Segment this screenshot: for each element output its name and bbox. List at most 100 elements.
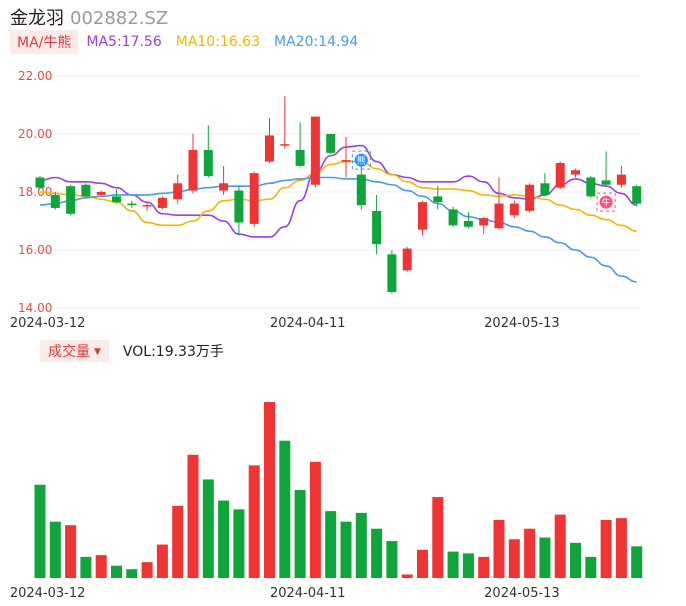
volume-bars: [34, 402, 643, 578]
candle-down: [203, 125, 213, 178]
candle-body: [66, 186, 76, 214]
volume-bar-down: [340, 521, 352, 578]
signal-dot: [354, 153, 368, 167]
candle-body: [112, 196, 121, 203]
volume-bar-up: [493, 519, 505, 578]
candle-body: [234, 190, 244, 223]
candle-body: [555, 163, 565, 188]
candle-body: [418, 202, 427, 230]
bear-signal-marker: 熊: [351, 150, 371, 170]
candle-up: [418, 200, 427, 236]
volume-bar-down: [371, 528, 383, 578]
volume-bar-down: [386, 541, 398, 578]
ma-legend: MA/牛熊 MA5:17.56 MA10:16.63 MA20:14.94: [10, 30, 372, 54]
signal-frame: [351, 150, 371, 170]
volume-bar-down: [111, 565, 122, 578]
x-tick-label: 2024-03-12: [10, 586, 86, 601]
candle-body: [249, 173, 259, 224]
candle-body: [142, 205, 152, 207]
bull-signal-marker: 牛: [596, 192, 616, 212]
candle-up: [265, 118, 274, 163]
caret-down-icon: ▼: [94, 347, 101, 357]
volume-bar-down: [294, 490, 306, 578]
volume-bar-up: [615, 518, 627, 578]
candle-down: [601, 151, 611, 187]
volume-bar-up: [172, 505, 184, 578]
volume-bar-up: [65, 525, 77, 578]
signals: 熊牛: [351, 150, 616, 212]
candle-up: [494, 177, 504, 230]
volume-bar-down: [202, 479, 214, 578]
candle-body: [127, 203, 137, 206]
volume-bar-up: [95, 555, 107, 578]
volume-bar-down: [462, 553, 474, 578]
ma10-label: MA10:16.63: [175, 34, 261, 50]
volume-bar-up: [264, 402, 275, 578]
candle-up: [142, 202, 152, 211]
candle-body: [219, 183, 229, 191]
candle-up: [96, 190, 106, 197]
x-tick-label: 2024-04-11: [270, 316, 346, 331]
ma20-line: [39, 176, 637, 283]
candle-body: [433, 196, 443, 203]
candle-body: [157, 197, 167, 208]
candles: [35, 96, 642, 294]
volume-bar-down: [233, 509, 245, 578]
signal-frame: [596, 192, 616, 212]
candle-body: [280, 144, 290, 146]
x-tick-label: 2024-05-13: [484, 316, 560, 331]
candle-body: [448, 209, 458, 226]
volume-bar-down: [631, 546, 643, 578]
signal-dot: [599, 195, 613, 209]
volume-toggle-button[interactable]: 成交量 ▼: [40, 340, 109, 362]
candle-down: [586, 176, 596, 198]
volume-toggle-label: 成交量: [48, 344, 90, 360]
candle-body: [295, 149, 305, 166]
volume-bar-down: [447, 551, 459, 578]
candle-up: [280, 96, 290, 149]
candle-body: [601, 180, 611, 185]
candle-up: [571, 168, 580, 178]
candle-body: [387, 254, 397, 293]
candle-body: [50, 194, 60, 208]
ma-toggle-button[interactable]: MA/牛熊: [10, 30, 79, 54]
candle-up: [555, 161, 565, 190]
ma5-label: MA5:17.56: [86, 34, 162, 50]
candle-up: [402, 247, 412, 272]
candle-body: [463, 221, 473, 227]
volume-bar-down: [539, 537, 551, 578]
volume-bar-up: [401, 574, 413, 578]
y-tick-label: 14.00: [18, 301, 52, 315]
volume-bar-down: [218, 500, 230, 578]
candle-up: [616, 165, 626, 188]
volume-bar-down: [80, 556, 92, 578]
candle-down: [433, 186, 443, 210]
ma20-label: MA20:14.94: [274, 34, 359, 50]
volume-bar-down: [325, 511, 337, 578]
ma10-line: [39, 160, 637, 232]
volume-x-axis: 2024-03-12 2024-04-11 2024-05-13: [10, 586, 560, 601]
candle-body: [540, 183, 550, 195]
candle-up: [219, 165, 229, 195]
candle-body: [188, 149, 198, 191]
stock-name: 金龙羽: [10, 8, 64, 29]
candle-up: [509, 200, 519, 219]
candle-body: [203, 149, 213, 177]
stock-title: 金龙羽 002882.SZ: [10, 4, 168, 30]
candle-down: [112, 189, 121, 204]
candle-body: [35, 177, 45, 188]
candle-down: [540, 173, 550, 197]
candle-down: [632, 184, 642, 207]
y-tick-label: 16.00: [18, 243, 52, 257]
candle-down: [372, 194, 382, 255]
volume-bar-down: [355, 512, 367, 578]
volume-bar-up: [508, 539, 520, 578]
signal-label: 熊: [357, 155, 366, 167]
candle-body: [525, 184, 535, 211]
volume-bar-down: [126, 569, 138, 578]
candle-body: [341, 160, 351, 162]
volume-value: VOL:19.33万手: [122, 344, 224, 360]
volume-bar-up: [600, 519, 612, 578]
candle-up: [341, 136, 351, 178]
